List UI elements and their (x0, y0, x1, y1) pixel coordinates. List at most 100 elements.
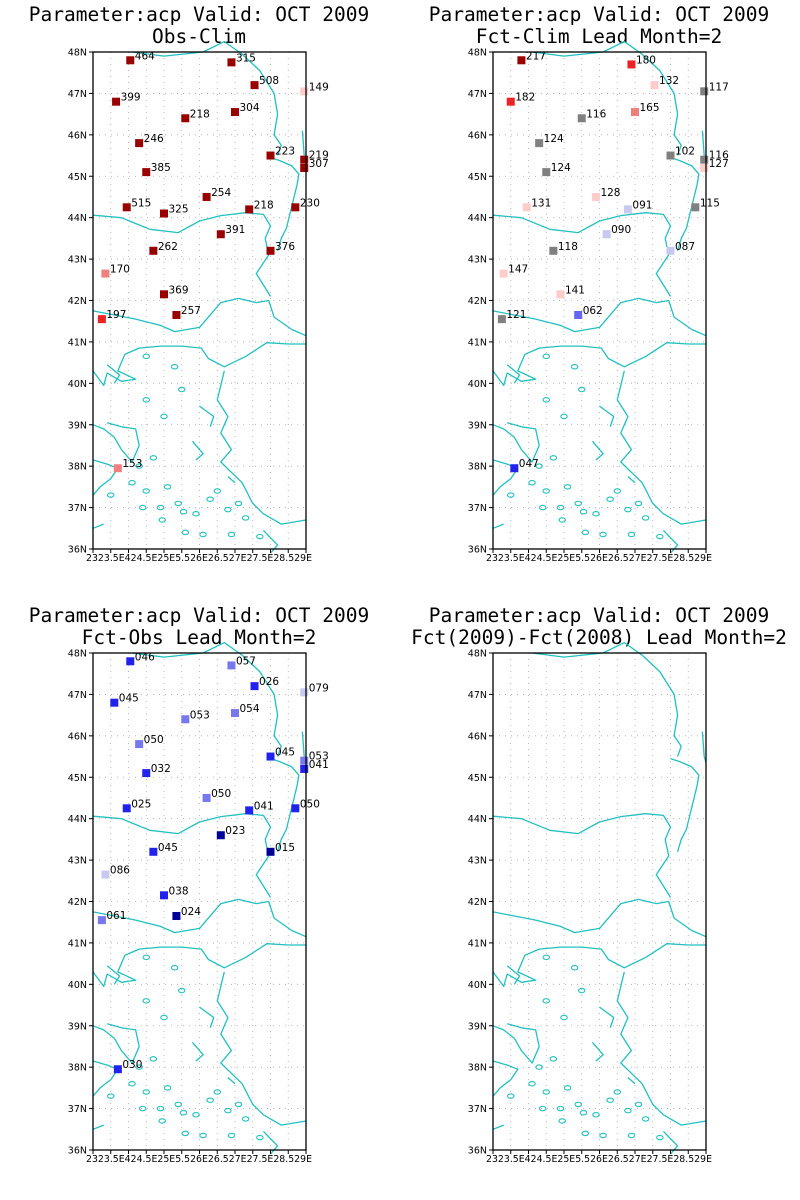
station-marker (517, 56, 526, 65)
island (156, 504, 165, 511)
island (574, 500, 582, 507)
coastline (670, 757, 700, 852)
island (556, 1105, 565, 1112)
island (128, 479, 136, 486)
island (574, 1101, 582, 1108)
station-value-label: 050 (144, 734, 164, 746)
station-marker (535, 139, 544, 148)
lat-tick-label: 45N (468, 172, 487, 183)
station-value-label: 131 (531, 197, 551, 209)
station-value-label: 325 (169, 204, 189, 216)
station-marker (300, 87, 309, 96)
island (142, 353, 150, 360)
island (156, 1105, 165, 1112)
island (542, 488, 550, 494)
station-marker (666, 151, 675, 160)
island (213, 1089, 222, 1095)
coastline (191, 440, 204, 461)
lat-tick-label: 47N (468, 690, 487, 701)
station-marker (142, 168, 151, 177)
island (560, 413, 568, 420)
station-marker (250, 682, 259, 691)
coastline (92, 1023, 140, 1064)
island (234, 1101, 243, 1108)
lat-tick-label: 39N (68, 420, 87, 431)
station-value-label: 091 (632, 199, 652, 211)
island (641, 515, 650, 521)
station-value-label: 127 (709, 158, 729, 170)
station-value-label: 391 (225, 224, 245, 236)
station-value-label: 218 (190, 108, 210, 120)
station-value-label: 262 (158, 241, 178, 253)
station-value-label: 165 (640, 102, 660, 114)
station-marker (627, 60, 636, 69)
lat-tick-label: 42N (68, 897, 87, 908)
lat-tick-label: 42N (68, 296, 87, 307)
coastline (492, 212, 672, 297)
coastline (92, 898, 307, 938)
station-value-label: 399 (121, 92, 141, 104)
island (542, 1089, 550, 1095)
island (224, 506, 232, 513)
station-marker (691, 203, 700, 212)
station-marker (631, 108, 639, 117)
coastline (106, 965, 121, 985)
lat-tick-label: 44N (468, 814, 487, 825)
island (563, 484, 572, 490)
coastline (670, 156, 700, 251)
station-value-label: 197 (106, 309, 126, 321)
coastline (616, 370, 707, 525)
station-marker (300, 756, 309, 765)
island (507, 1093, 515, 1099)
island (142, 397, 150, 403)
island (128, 1080, 136, 1087)
island (556, 504, 565, 511)
coastline (92, 297, 307, 337)
station-value-label: 041 (309, 759, 329, 771)
coastline-map (492, 40, 707, 554)
coastline (262, 529, 279, 554)
station-value-label: 149 (309, 81, 329, 93)
station-value-label: 038 (169, 885, 189, 897)
map-frame (492, 652, 707, 1151)
lat-tick-label: 45N (68, 773, 87, 784)
coastline (92, 523, 104, 529)
station-marker (700, 155, 709, 164)
lat-tick-label: 46N (468, 130, 487, 141)
coastline (227, 476, 236, 484)
island (641, 1116, 650, 1122)
island (581, 529, 590, 536)
island (158, 517, 166, 523)
coastline (492, 297, 707, 337)
coastline (492, 1023, 540, 1064)
station-marker (574, 310, 583, 319)
latitude-axis: 36N 37N 38N 39N 40N 41N 42N 43N 44N 45N 46N 47N 48N (468, 649, 707, 1157)
station-marker (245, 806, 254, 815)
station-value-label: 057 (236, 655, 256, 667)
station-value-label: 050 (300, 798, 320, 810)
island (227, 531, 236, 538)
station-marker (160, 290, 168, 299)
island (634, 1101, 643, 1108)
lat-tick-label: 48N (68, 649, 87, 660)
island (613, 488, 622, 494)
lat-tick-label: 38N (68, 1063, 87, 1074)
island (192, 1112, 200, 1118)
island (627, 1132, 636, 1139)
island (549, 455, 558, 461)
island (570, 965, 579, 971)
island (578, 987, 586, 994)
lat-tick-label: 42N (468, 897, 487, 908)
coastline (132, 40, 282, 156)
station-value-label: 116 (586, 108, 606, 120)
station-value-label: 223 (275, 146, 295, 158)
station-value-label: 015 (275, 842, 295, 854)
coastline (492, 1124, 504, 1130)
panel-title-line2: Obs-Clim (152, 25, 246, 48)
island (206, 1097, 214, 1104)
lat-tick-label: 47N (68, 690, 87, 701)
station-marker (231, 709, 239, 718)
coastline (662, 1130, 679, 1155)
island (579, 1109, 588, 1116)
station-marker (181, 715, 190, 724)
